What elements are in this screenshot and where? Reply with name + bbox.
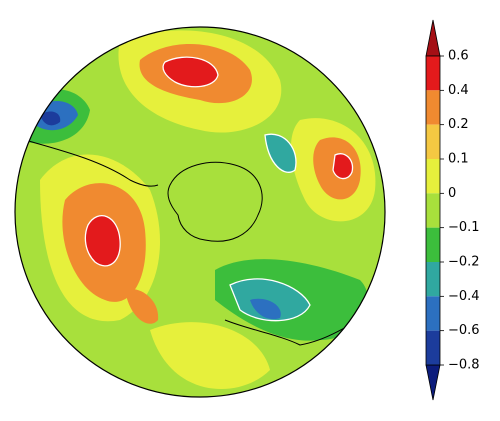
field-region — [333, 153, 353, 179]
colorbar-segment — [426, 296, 440, 331]
colorbar-segment — [426, 262, 440, 297]
colorbar-under — [425, 364, 441, 401]
colorbar-segment — [426, 90, 440, 125]
map-border — [14, 26, 386, 398]
field-region — [265, 134, 296, 173]
colorbar-segment — [426, 56, 440, 91]
colorbar-segment — [426, 193, 440, 228]
field-region — [125, 289, 159, 324]
colorbar-tick-label: 0.1 — [448, 152, 469, 167]
field-region — [40, 111, 61, 126]
colorbar-segment — [426, 227, 440, 262]
polar-map — [15, 27, 385, 397]
colorbar-tick-label: −0.1 — [448, 220, 480, 235]
colorbar-over — [425, 19, 441, 57]
colorbar-tick-label: 0.6 — [448, 49, 469, 64]
colorbar-segment — [426, 124, 440, 159]
colorbar-tick-label: −0.2 — [448, 255, 480, 270]
field-region — [85, 215, 121, 266]
field-region — [150, 322, 270, 390]
colorbar-tick-label: 0.2 — [448, 117, 469, 132]
colorbar-frame — [425, 55, 441, 366]
colorbar-segment — [426, 159, 440, 194]
colorbar-tick-label: −0.4 — [448, 289, 480, 304]
colorbar-tick-label: −0.8 — [448, 358, 480, 373]
colorbar-tick-label: −0.6 — [448, 323, 480, 338]
colorbar-tick-label: 0 — [448, 186, 456, 201]
field-region — [250, 298, 281, 320]
field-region — [163, 57, 218, 87]
contour-lines — [84, 56, 354, 322]
colorbar: 0.6 0.4 0.2 0.1 0 −0.1 −0.2 −0.4 −0.6 −0.8 — [425, 19, 480, 401]
field-region — [230, 278, 310, 321]
colorbar-segment — [426, 330, 440, 365]
colorbar-tick-label: 0.4 — [448, 83, 469, 98]
